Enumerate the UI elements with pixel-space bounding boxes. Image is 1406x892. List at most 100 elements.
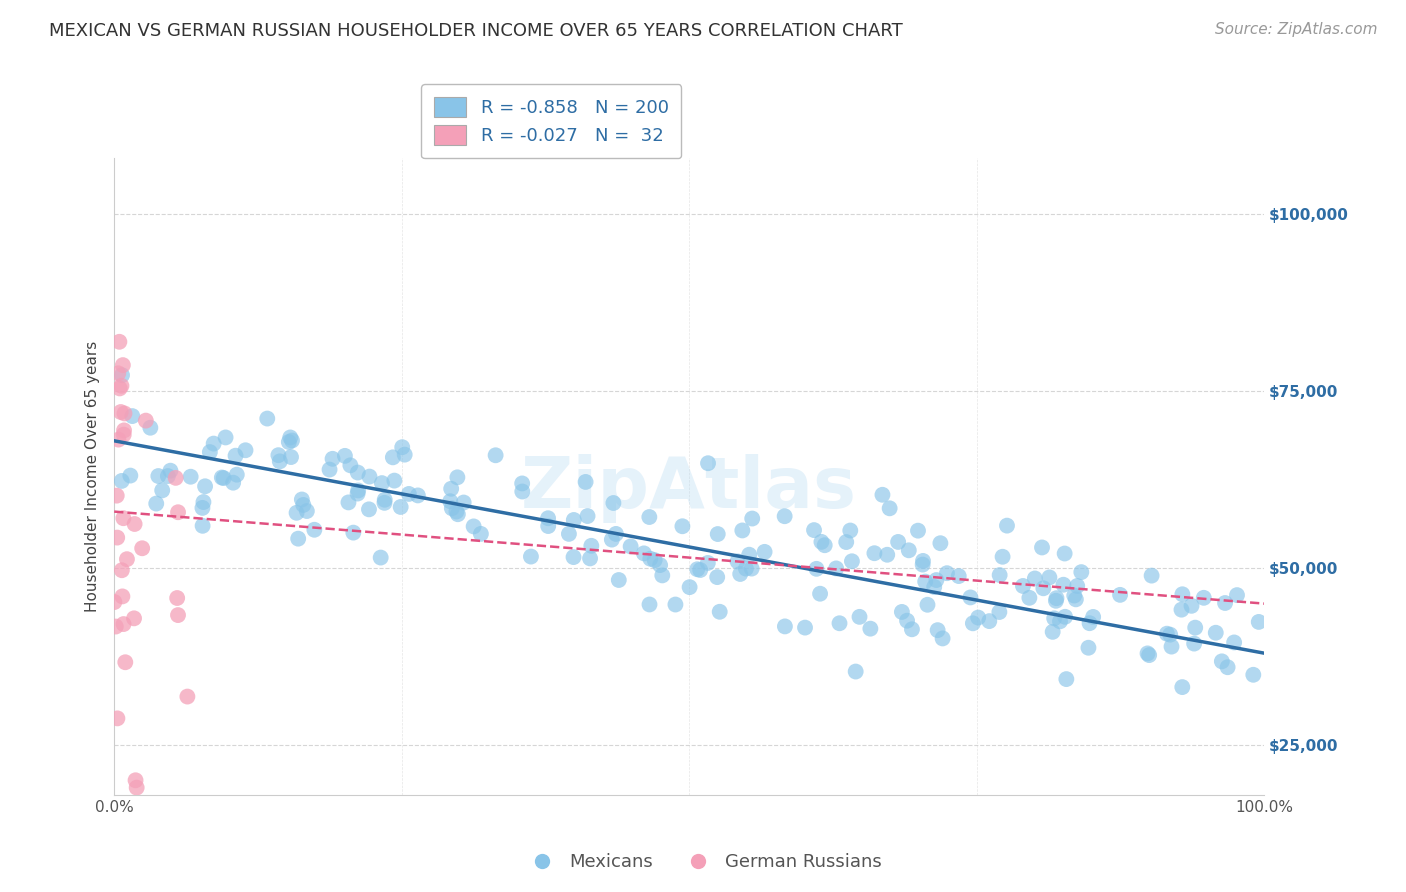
Point [1049,615,1071,629]
Point [111,358,134,372]
Point [280,450,302,464]
Point [1052,578,1074,592]
Point [678,580,700,594]
Point [872,488,894,502]
Point [1032,582,1054,596]
Point [979,614,1001,628]
Point [1053,547,1076,561]
Point [1184,621,1206,635]
Point [562,550,585,565]
Point [859,622,882,636]
Point [122,611,145,625]
Point [398,487,420,501]
Point [1018,591,1040,605]
Point [191,518,214,533]
Point [1045,591,1067,606]
Point [198,445,221,459]
Point [709,605,731,619]
Point [922,580,945,594]
Point [936,566,959,581]
Point [1045,594,1067,608]
Point [267,448,290,462]
Point [333,449,356,463]
Point [111,590,134,604]
Point [510,484,533,499]
Point [901,622,924,636]
Point [839,524,862,538]
Point [689,563,711,577]
Point [1070,565,1092,579]
Point [1066,579,1088,593]
Point [107,711,129,725]
Point [537,519,560,533]
Point [863,546,886,560]
Point [605,527,627,541]
Point [115,552,138,566]
Text: Source: ZipAtlas.com: Source: ZipAtlas.com [1215,22,1378,37]
Point [925,573,948,587]
Point [520,549,543,564]
Text: ZipAtlas: ZipAtlas [522,454,858,524]
Point [440,482,463,496]
Point [346,466,368,480]
Point [808,587,831,601]
Point [111,563,134,577]
Point [1226,588,1249,602]
Point [648,558,671,573]
Point [962,616,984,631]
Point [167,608,190,623]
Point [1223,635,1246,649]
Point [1170,602,1192,616]
Point [558,527,581,541]
Point [887,535,910,549]
Point [359,469,381,483]
Point [120,468,142,483]
Point [1241,667,1264,681]
Point [1180,599,1202,613]
Point [470,527,492,541]
Point [1211,654,1233,668]
Point [1171,680,1194,694]
Point [929,536,952,550]
Point [440,501,463,516]
Point [706,570,728,584]
Point [1081,610,1104,624]
Point [156,469,179,483]
Point [706,527,728,541]
Point [112,617,135,632]
Point [165,471,187,485]
Point [562,513,585,527]
Point [537,511,560,525]
Y-axis label: Householder Income Over 65 years: Householder Income Over 65 years [86,341,100,612]
Point [277,435,299,450]
Point [322,451,344,466]
Point [890,605,912,619]
Point [112,427,135,442]
Point [150,483,173,498]
Point [108,381,131,395]
Point [741,561,763,575]
Point [110,405,132,419]
Point [463,519,485,533]
Point [911,558,934,572]
Point [897,543,920,558]
Point [382,474,405,488]
Point [337,495,360,509]
Point [914,574,936,589]
Point [671,519,693,533]
Point [112,511,135,525]
Point [995,518,1018,533]
Point [876,548,898,562]
Point [1140,568,1163,582]
Point [105,531,128,545]
Point [214,430,236,444]
Point [373,496,395,510]
Point [640,551,662,566]
Point [1192,591,1215,605]
Point [211,470,233,484]
Point [907,524,929,538]
Point [108,334,131,349]
Legend: R = -0.858   N = 200, R = -0.027   N =  32: R = -0.858 N = 200, R = -0.027 N = 32 [420,84,682,158]
Point [1109,588,1132,602]
Point [1160,640,1182,654]
